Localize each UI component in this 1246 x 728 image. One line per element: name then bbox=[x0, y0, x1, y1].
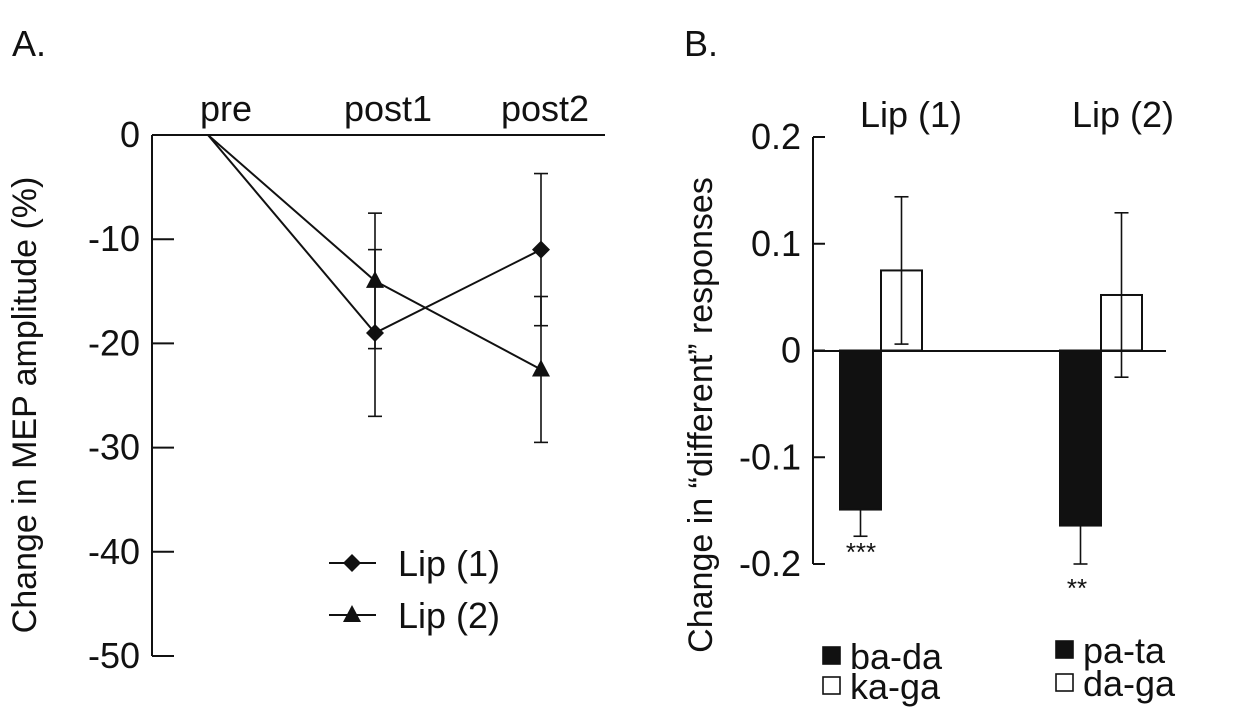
panel-a-y-tick-label: 0 bbox=[120, 114, 140, 155]
panel-b-label: B. bbox=[684, 23, 718, 64]
triangle-marker bbox=[366, 270, 384, 288]
legend-swatch bbox=[1055, 673, 1074, 692]
panel-b-y-tick-label: -0.1 bbox=[739, 436, 801, 477]
diamond-marker bbox=[532, 240, 550, 259]
panel-a-y-tick-label: -40 bbox=[88, 531, 140, 572]
significance-marker: *** bbox=[846, 537, 876, 567]
panel-a-x-category-label: post1 bbox=[344, 88, 432, 129]
legend-label: da-ga bbox=[1083, 663, 1176, 704]
panel-b-y-tick-label: 0.2 bbox=[751, 116, 801, 157]
bar bbox=[1059, 349, 1102, 527]
group-title: Lip (2) bbox=[1072, 94, 1174, 135]
panel-a-y-axis-label: Change in MEP amplitude (%) bbox=[6, 177, 44, 634]
legend-label: ka-ga bbox=[850, 666, 941, 707]
legend-swatch bbox=[1055, 640, 1074, 659]
panel-a-label: A. bbox=[12, 23, 46, 64]
triangle-marker bbox=[343, 605, 361, 622]
legend-swatch bbox=[822, 676, 841, 695]
legend-swatch bbox=[822, 646, 841, 665]
legend-label: Lip (1) bbox=[398, 543, 500, 584]
legend-label: ba-da bbox=[850, 636, 943, 677]
diamond-marker bbox=[343, 554, 361, 572]
panel-a-y-tick-label: -50 bbox=[88, 635, 140, 676]
panel-a-y-tick-label: -30 bbox=[88, 427, 140, 468]
panel-a: A. Change in MEP amplitude (%) 0 -10 -20 -3… bbox=[6, 23, 605, 676]
panel-a-x-category-label: post2 bbox=[501, 88, 589, 129]
triangle-marker bbox=[532, 359, 550, 377]
panel-b: B. Change in “different” responses 0.2 0.… bbox=[682, 23, 1176, 707]
panel-b-y-tick-label: -0.2 bbox=[739, 543, 801, 584]
legend-label: Lip (2) bbox=[398, 595, 500, 636]
panel-b-y-tick-label: 0 bbox=[781, 330, 801, 371]
significance-marker: ** bbox=[1067, 573, 1087, 603]
panel-b-y-axis-label: Change in “different” responses bbox=[682, 177, 720, 653]
panel-a-x-category-label: pre bbox=[200, 88, 252, 129]
bar bbox=[839, 349, 882, 511]
legend-label: pa-ta bbox=[1083, 630, 1166, 671]
panel-b-y-tick-label: 0.1 bbox=[751, 223, 801, 264]
group-title: Lip (1) bbox=[860, 94, 962, 135]
panel-a-y-tick-label: -10 bbox=[88, 218, 140, 259]
panel-a-y-tick-label: -20 bbox=[88, 322, 140, 363]
